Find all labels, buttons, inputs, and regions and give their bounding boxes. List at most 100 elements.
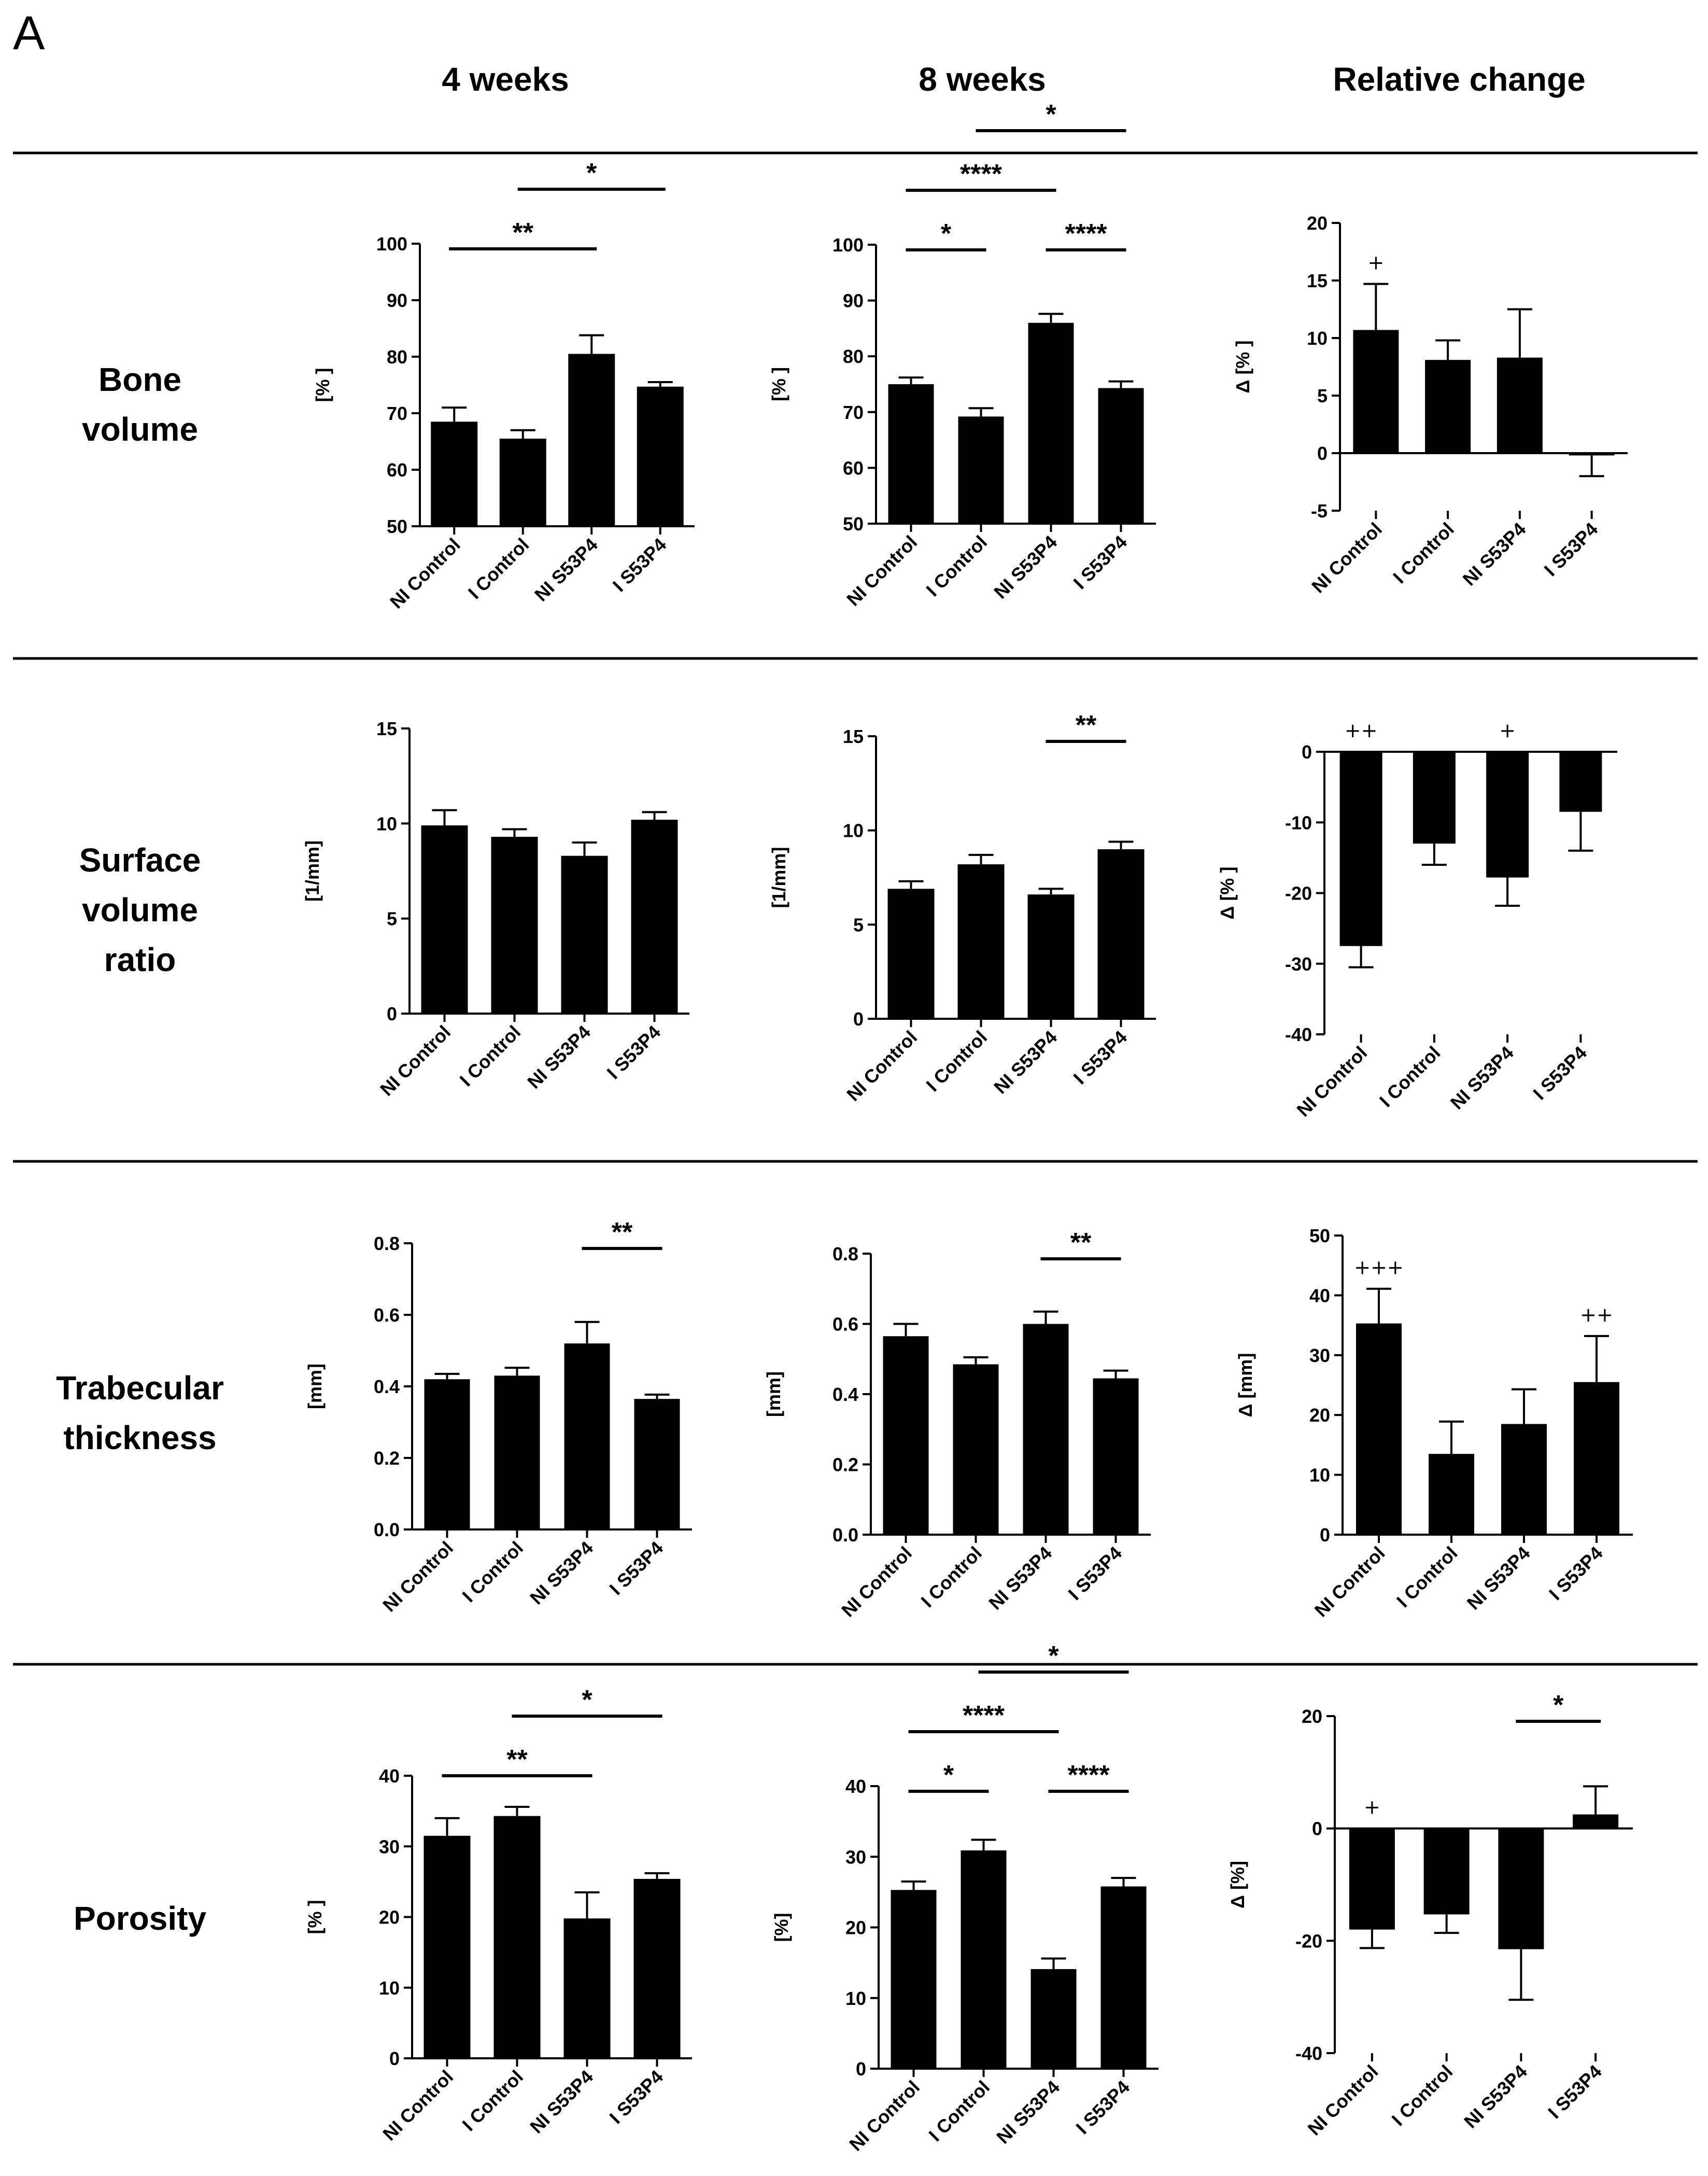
category-label: I Control	[1389, 518, 1458, 588]
y-tick-label: -10	[1285, 812, 1312, 833]
category-label: NI Control	[1304, 2061, 1382, 2140]
chart-panel: 0.0 0.2 0.4 0.6 0.8 [mm] NI Control I ControlNI…	[763, 1228, 1151, 1621]
y-tick-label: 0	[389, 2048, 400, 2069]
bar	[1425, 360, 1471, 453]
category-label: I Control	[464, 534, 533, 603]
bar	[1486, 752, 1529, 878]
y-tick-label: -5	[1311, 500, 1328, 522]
bar	[424, 1835, 471, 2058]
y-tick-label: 0.0	[374, 1519, 400, 1540]
column-header-4-weeks: 4 weeks	[442, 61, 569, 98]
significance-label: **	[1076, 710, 1097, 740]
significance-label: ****	[963, 1701, 1005, 1731]
y-tick-label: 30	[1309, 1345, 1330, 1366]
bar	[888, 384, 934, 524]
category-label: NI S53P4	[526, 2066, 597, 2138]
y-tick-label: 10	[379, 1977, 400, 1999]
y-tick-label: 15	[376, 718, 397, 739]
y-tick-label: 50	[1309, 1225, 1330, 1246]
category-label: NI Control	[378, 2066, 457, 2145]
category-label: I S53P4	[605, 2066, 668, 2128]
y-tick-label: 15	[1307, 270, 1328, 291]
row-header-line: volume	[82, 411, 198, 448]
bar	[1100, 1886, 1147, 2069]
y-tick-label: -30	[1285, 953, 1312, 975]
y-tick-label: 0.6	[374, 1304, 400, 1326]
bar	[1559, 752, 1602, 812]
bar	[1031, 1969, 1077, 2069]
significance-label: ****	[1065, 219, 1108, 249]
bar	[957, 864, 1005, 1019]
category-label: I S53P4	[1545, 1542, 1607, 1605]
y-tick-label: -20	[1285, 883, 1312, 904]
panel-label: A	[13, 7, 45, 60]
row-header-line: Bone	[98, 361, 181, 398]
y-tick-label: 80	[843, 346, 864, 367]
y-tick-label: 30	[379, 1836, 400, 1857]
row-header-line: Surface	[79, 841, 201, 879]
category-label: NI Control	[376, 1021, 455, 1100]
category-label: I Control	[1388, 2061, 1457, 2130]
y-tick-label: 20	[1307, 213, 1328, 234]
row-header-line: Trabecular	[56, 1369, 224, 1407]
y-tick-label: 40	[379, 1765, 400, 1787]
category-label: I S53P4	[1072, 2076, 1134, 2139]
y-axis-label: [mm]	[304, 1364, 326, 1409]
category-label: I Control	[458, 2066, 528, 2136]
category-label: NI Control	[1307, 518, 1386, 597]
bar	[1573, 1814, 1619, 1829]
category-label: NI Control	[1292, 1042, 1371, 1121]
y-tick-label: 0	[853, 1008, 864, 1030]
y-tick-label: 90	[387, 290, 407, 311]
y-tick-label: 0	[1317, 443, 1328, 464]
y-tick-label: 40	[845, 1776, 866, 1797]
y-axis-label: [% ]	[312, 368, 333, 402]
y-tick-label: 10	[376, 813, 397, 834]
y-tick-label: 5	[1317, 385, 1328, 406]
bar	[1423, 1828, 1470, 1915]
bar	[424, 1379, 470, 1529]
bar	[1413, 752, 1456, 844]
y-tick-label: 10	[843, 820, 864, 841]
y-tick-label: 15	[843, 726, 864, 747]
y-tick-label: 10	[845, 1988, 866, 2009]
chart-panel: -40 -20 0 20 Δ [%] NI Control I Control NI S53P…	[1227, 1690, 1633, 2140]
y-tick-label: -20	[1295, 1930, 1322, 1952]
change-marker: +	[1364, 1796, 1380, 1819]
category-label: I S53P4	[603, 1021, 665, 1084]
y-axis-label: [% ]	[304, 1900, 326, 1934]
y-tick-label: 0	[1320, 1524, 1330, 1546]
category-label: NI Control	[842, 1027, 921, 1105]
category-label: NI S53P4	[1446, 1042, 1518, 1114]
bar	[499, 439, 546, 526]
bar	[1349, 1828, 1395, 1930]
bar	[564, 1343, 610, 1529]
y-tick-label: 0.8	[374, 1233, 400, 1254]
bar	[634, 1399, 680, 1529]
y-tick-label: 50	[387, 516, 407, 537]
bar	[1339, 752, 1382, 946]
category-label: I S53P4	[1069, 1027, 1132, 1089]
y-tick-label: 10	[1307, 328, 1328, 349]
y-tick-label: 0.4	[374, 1376, 400, 1397]
category-label: I S53P4	[609, 534, 671, 596]
significance-label: *	[941, 219, 952, 249]
chart-panel: 0.0 0.2 0.4 0.6 0.8 [mm] NI Control I ControlNI…	[304, 1217, 692, 1616]
bar	[1093, 1378, 1139, 1535]
category-label: I S53P4	[1064, 1542, 1126, 1605]
change-marker: +	[1499, 719, 1516, 742]
bar	[1027, 894, 1075, 1019]
bar	[493, 1816, 541, 2058]
bar	[568, 354, 615, 526]
y-tick-label: 80	[387, 346, 407, 368]
category-label: I S53P4	[1069, 531, 1132, 594]
bar	[1569, 453, 1615, 456]
y-tick-label: 30	[845, 1846, 866, 1868]
category-label: NI Control	[378, 1537, 457, 1616]
y-tick-label: 20	[845, 1917, 866, 1939]
y-axis-label: Δ [% ]	[1232, 341, 1253, 394]
y-tick-label: 90	[843, 290, 864, 312]
